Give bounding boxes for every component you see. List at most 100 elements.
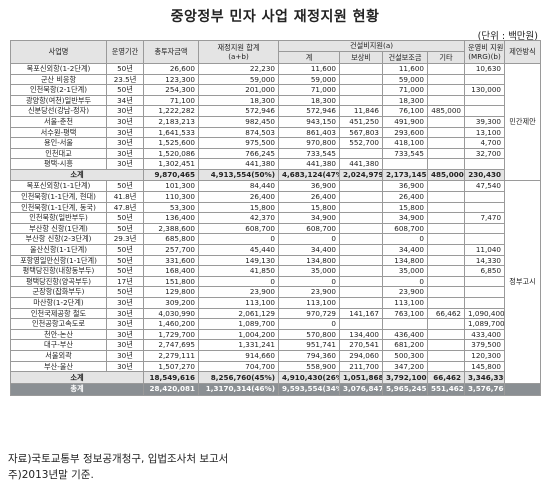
sub-cell: 113,100 <box>278 296 340 309</box>
total-cell: 110,300 <box>143 191 199 203</box>
sub-cell: 35,000 <box>278 265 340 277</box>
sub-cell: 18,300 <box>278 94 340 107</box>
comp-cell: 552,700 <box>339 137 383 149</box>
support-cell: 2,061,129 <box>198 307 279 320</box>
build-cell: 293,600 <box>382 126 428 139</box>
footnote-date: 주)2013년말 기준. <box>8 469 94 481</box>
table-body: 목포신외항(1-2단계) 50년 26,600 22,230 11,600 11,600 1… <box>10 62 542 396</box>
support-cell: 26,400 <box>198 191 279 203</box>
mrg-cell: 145,800 <box>464 360 506 373</box>
period-cell: 50년 <box>106 265 144 277</box>
build-cell: 491,900 <box>382 115 428 128</box>
project-name-cell: 군장항(잡화부두) <box>10 286 107 298</box>
other-cell <box>426 147 466 160</box>
other-cell: 66,462 <box>426 307 466 320</box>
period-cell: 30년 <box>106 158 144 170</box>
subtotal-support-cell: 4,913,554(50%) <box>198 168 279 182</box>
comp-cell: 270,541 <box>339 339 383 351</box>
mrg-cell: 7,470 <box>464 212 506 224</box>
other-cell <box>426 296 466 309</box>
build-cell <box>382 318 428 330</box>
table-row: 신분당선(강남-정자) 30년 1,222,282 572,946 572,946 11,… <box>10 105 541 117</box>
sub-cell: 11,600 <box>278 63 340 75</box>
build-cell: 418,100 <box>382 137 428 149</box>
other-cell <box>426 360 466 373</box>
table-row: 인천공항고속도로 30년 1,460,200 1,089,700 0 1,089,700 <box>10 318 541 330</box>
grand-total-total-cell: 28,420,081 <box>143 382 199 396</box>
total-cell: 4,030,990 <box>143 307 199 320</box>
table-row: 울산신항(1-1단계) 50년 257,700 45,440 34,400 34,400 1… <box>10 244 541 256</box>
project-name-cell: 부산항 신항(2-3단계) <box>10 233 107 245</box>
table-row: 평택당진항(양곡부두) 17년 151,800 0 0 0 <box>10 275 541 288</box>
other-cell <box>426 201 466 214</box>
other-cell <box>426 94 466 107</box>
comp-cell <box>339 318 383 330</box>
comp-cell <box>339 265 383 277</box>
other-cell <box>426 328 466 341</box>
finance-support-table: 사업명 운영기간 총투자금액 재정지원 합계 (a+b) 건설비지원(a) 운영비… <box>10 40 542 396</box>
comp-cell <box>339 63 383 75</box>
header-period: 운영기간 <box>106 40 144 64</box>
support-cell: 0 <box>198 275 279 288</box>
comp-cell: 441,380 <box>339 158 383 170</box>
total-cell: 1,729,700 <box>143 328 199 341</box>
sub-cell: 71,000 <box>278 84 340 96</box>
project-name-cell: 울산신항(1-1단계) <box>10 244 107 256</box>
comp-cell: 211,700 <box>339 360 383 373</box>
mrg-cell <box>464 286 506 298</box>
other-cell <box>426 126 466 139</box>
other-cell <box>426 191 466 203</box>
support-cell: 1,331,241 <box>198 339 279 351</box>
other-cell <box>426 137 466 149</box>
build-cell: 71,000 <box>382 84 428 96</box>
comp-cell <box>339 296 383 309</box>
sub-cell: 0 <box>278 233 340 245</box>
project-name-cell: 대구-부산 <box>10 339 107 351</box>
total-cell: 331,600 <box>143 254 199 267</box>
build-cell: 34,400 <box>382 244 428 256</box>
sub-cell: 34,900 <box>278 212 340 224</box>
table-row: 서수원-평택 30년 1,641,533 874,503 861,403 567,803 2… <box>10 126 541 139</box>
period-cell: 50년 <box>106 244 144 256</box>
subtotal-comp-cell: 1,051,868 <box>339 371 383 384</box>
comp-cell <box>339 222 383 235</box>
sub-cell: 26,400 <box>278 191 340 203</box>
header-total-cost: 총투자금액 <box>143 40 199 64</box>
mrg-cell <box>464 296 506 309</box>
subtotal-mrg-cell: 230,430 <box>464 168 506 182</box>
sub-cell: 441,380 <box>278 158 340 170</box>
table-row: 목포신외항(1-2단계) 50년 26,600 22,230 11,600 11,600 1… <box>10 62 542 182</box>
period-cell: 50년 <box>106 63 144 75</box>
mrg-cell: 120,300 <box>464 349 506 362</box>
other-cell <box>426 233 466 245</box>
support-cell: 23,900 <box>198 286 279 298</box>
mrg-cell: 1,089,700 <box>464 318 506 330</box>
subtotal-row: 소계18,549,6168,256,760(45%)4,910,430(26%)… <box>10 371 541 384</box>
header-construction-group: 건설비지원(a) <box>277 40 466 52</box>
period-cell: 30년 <box>106 105 144 117</box>
support-cell: 572,946 <box>198 105 279 117</box>
comp-cell: 294,060 <box>339 349 383 362</box>
other-cell <box>426 254 466 267</box>
mrg-cell: 4,700 <box>464 137 506 149</box>
support-cell: 975,500 <box>198 137 279 149</box>
other-cell <box>426 222 466 235</box>
mrg-cell <box>464 275 506 288</box>
subtotal-support-cell: 8,256,760(45%) <box>198 371 279 384</box>
project-name-cell: 용인-서울 <box>10 137 107 149</box>
period-cell: 30년 <box>106 126 144 139</box>
header-name: 사업명 <box>10 40 107 64</box>
table-row: 서울외곽 30년 2,279,111 914,660 794,360 294,060 500… <box>10 349 541 362</box>
period-cell: 30년 <box>106 147 144 160</box>
header-mrg: 운영비 지원 (MRG)(b) <box>464 40 506 64</box>
table-row: 대구-부산 30년 2,747,695 1,331,241 951,741 270,541… <box>10 339 541 351</box>
period-cell: 50년 <box>106 84 144 96</box>
project-name-cell: 목포신외항(1-2단계) <box>10 63 107 75</box>
sub-cell: 970,729 <box>278 307 340 320</box>
table-row: 천안-논산 30년 1,729,700 1,004,200 570,800 134,400… <box>10 328 541 341</box>
other-cell <box>426 73 466 86</box>
period-cell: 30년 <box>106 296 144 309</box>
build-cell: 18,300 <box>382 94 428 107</box>
comp-cell <box>339 233 383 245</box>
period-cell: 50년 <box>106 254 144 267</box>
